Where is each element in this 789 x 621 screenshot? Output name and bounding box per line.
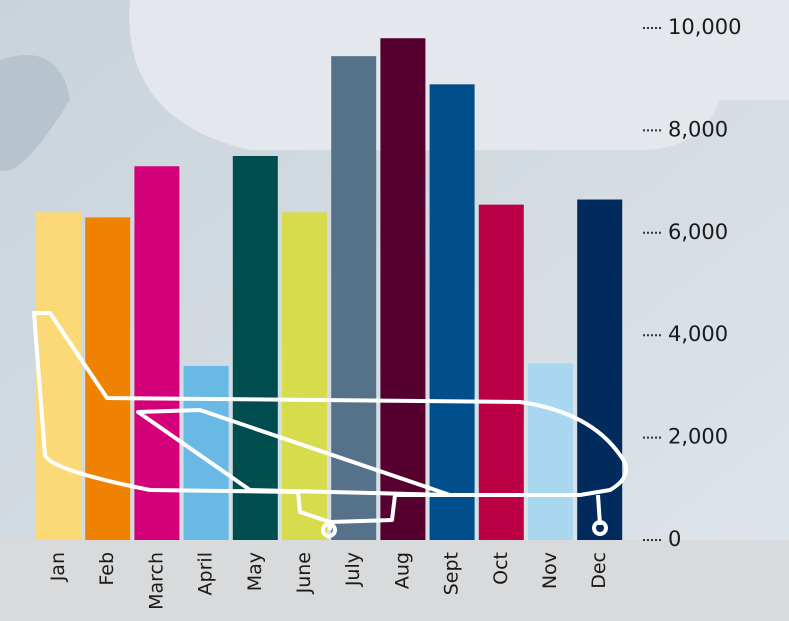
bar <box>232 156 278 540</box>
airplane-outline <box>32 311 629 530</box>
x-tick-label: June <box>293 552 315 594</box>
bar <box>282 212 327 540</box>
bar <box>134 166 180 541</box>
bar <box>331 56 377 540</box>
x-tick-label: Oct <box>490 552 512 585</box>
bar <box>528 363 573 540</box>
cloud <box>129 0 789 150</box>
bar <box>577 199 623 540</box>
bar <box>36 212 81 540</box>
y-tick-label: 6,000 <box>668 220 728 244</box>
y-tick-label: 4,000 <box>668 322 728 346</box>
bar <box>429 84 475 540</box>
x-tick-label: Feb <box>96 552 118 586</box>
cloud <box>0 55 70 172</box>
y-tick-label: 10,000 <box>668 15 741 39</box>
y-tick-label: 0 <box>668 527 681 551</box>
x-tick-label: Aug <box>391 552 413 589</box>
x-tick-label: July <box>342 552 364 587</box>
x-tick-label: April <box>195 552 217 595</box>
bar <box>478 204 524 540</box>
x-tick-label: Sept <box>441 552 463 595</box>
bar <box>183 365 229 540</box>
x-tick-label: Jan <box>47 552 69 582</box>
plot: 0 2,000 4,000 6,000 8,000 10,000 Jan Feb March Ap… <box>36 15 741 610</box>
bottom-band <box>0 540 789 621</box>
x-tick-label: Nov <box>539 552 561 589</box>
x-tick-label: Dec <box>588 552 610 589</box>
wheel <box>321 522 337 538</box>
y-tick-label: 8,000 <box>668 117 728 141</box>
x-tick-label: March <box>145 552 167 610</box>
wheel <box>592 520 608 536</box>
x-tick-label: May <box>244 552 266 591</box>
y-tick-label: 2,000 <box>668 425 728 449</box>
bar <box>380 38 426 541</box>
